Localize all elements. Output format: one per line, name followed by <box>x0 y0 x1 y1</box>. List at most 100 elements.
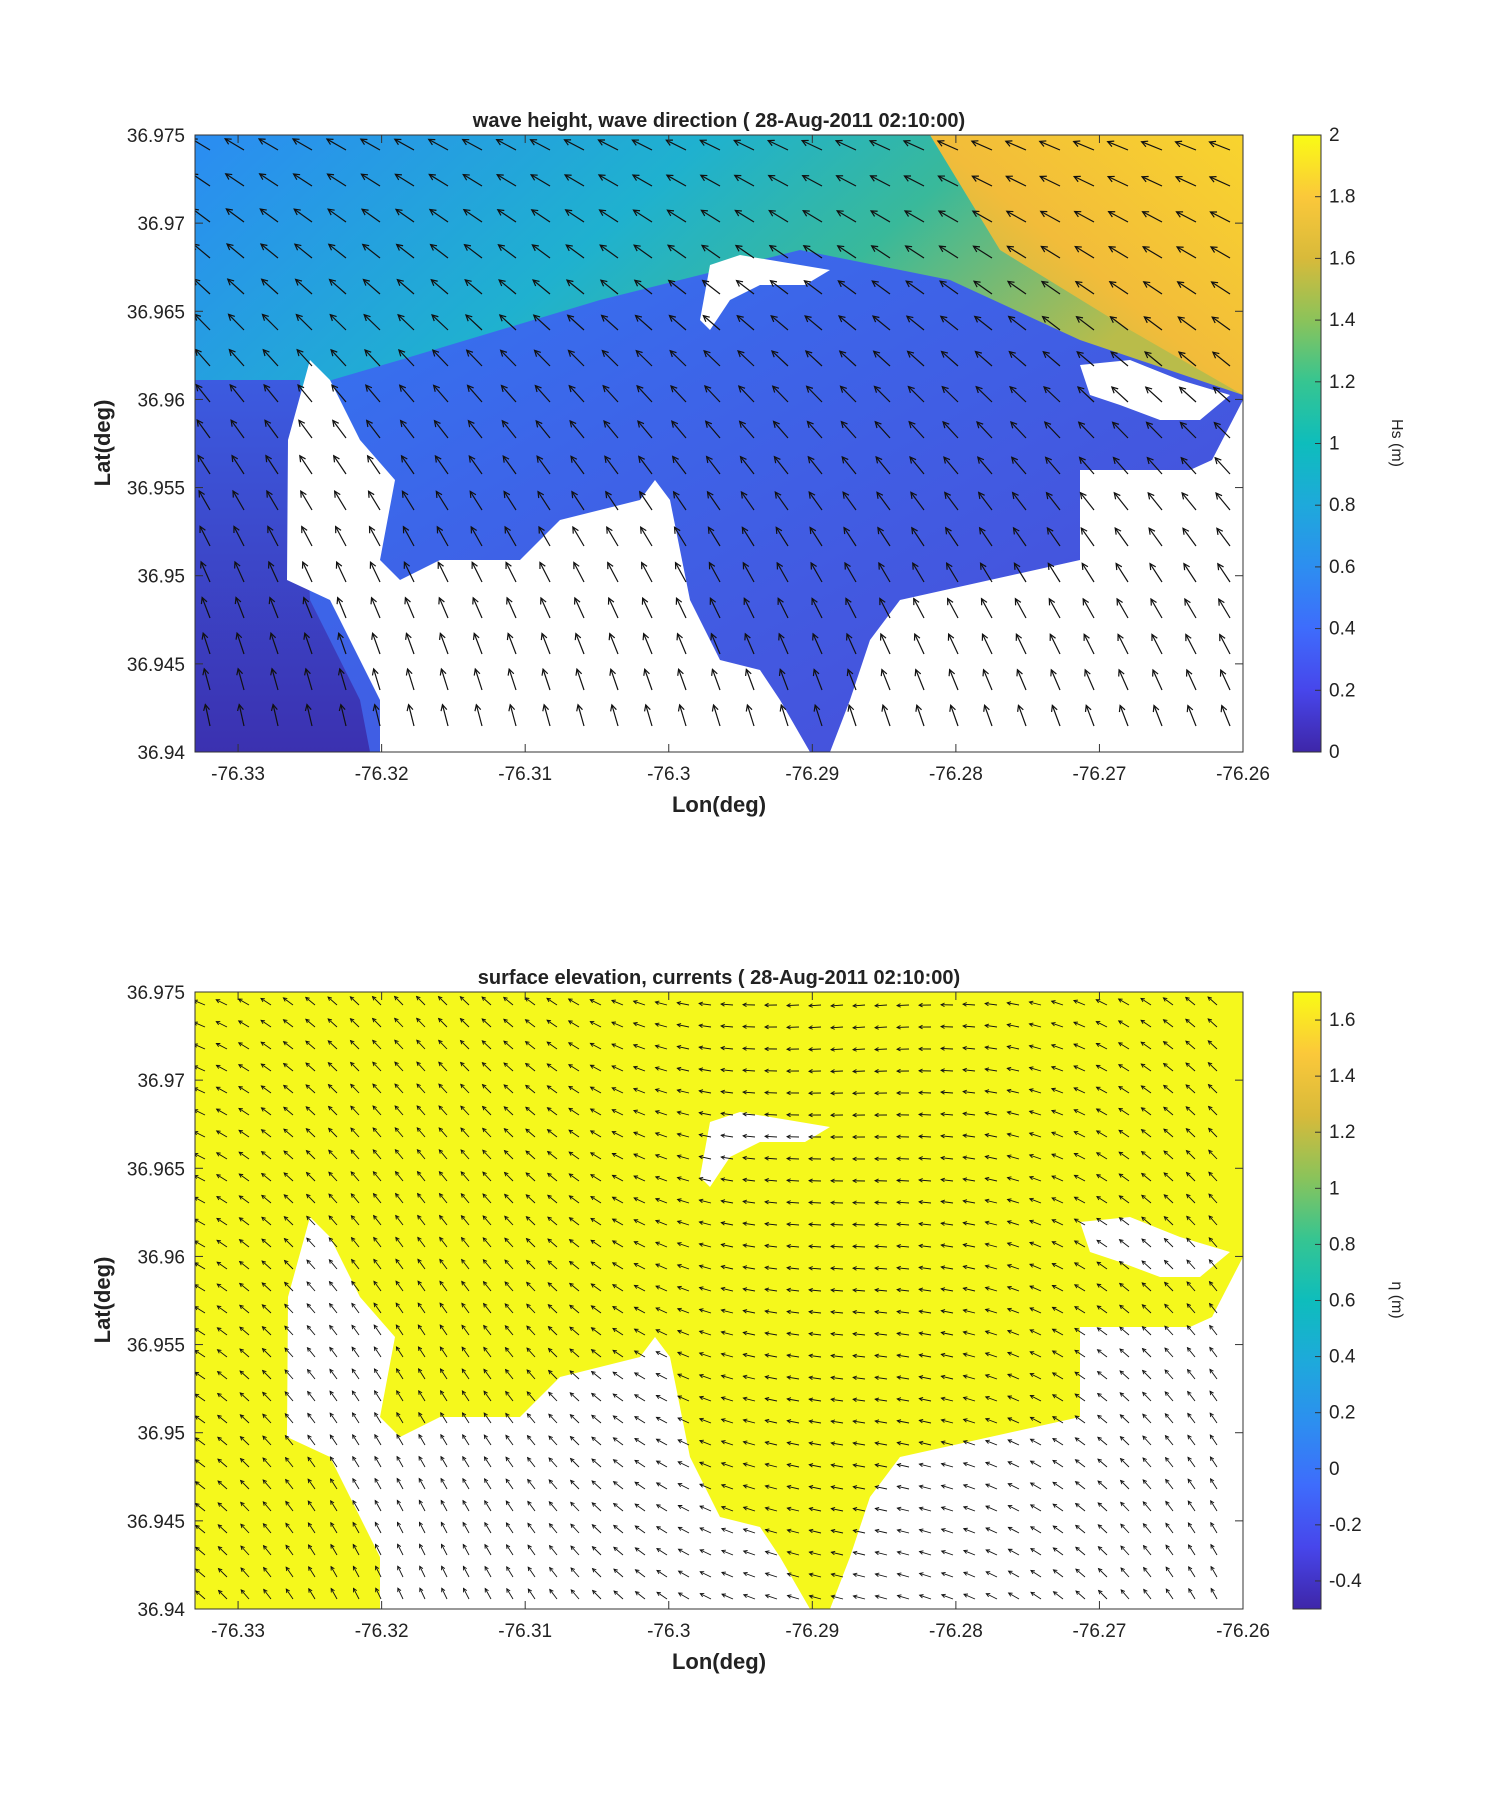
current-arrow <box>216 1261 228 1270</box>
current-arrow <box>526 1216 536 1226</box>
wave-arrow <box>1183 563 1197 583</box>
current-arrow <box>764 1113 778 1116</box>
current-arrow <box>897 1551 910 1556</box>
wave-arrow <box>667 244 687 259</box>
current-arrow <box>765 1551 778 1556</box>
current-arrow <box>1096 1130 1108 1138</box>
current-arrow-head <box>1028 1154 1034 1159</box>
current-arrow <box>1053 1569 1064 1578</box>
current-arrow-head <box>612 1502 618 1508</box>
wave-arrow <box>912 562 925 583</box>
current-arrow <box>549 1567 558 1578</box>
current-arrow <box>1051 1219 1064 1226</box>
current-arrow <box>373 1193 382 1204</box>
current-arrow-head <box>677 1439 683 1444</box>
current-arrow <box>216 1064 228 1072</box>
current-arrow <box>633 1066 646 1072</box>
current-arrow-head <box>1119 1392 1125 1397</box>
wave-arrow-head <box>402 525 410 534</box>
wave-arrow-head <box>293 243 302 251</box>
current-arrow-head <box>962 1483 968 1489</box>
current-arrow <box>327 1018 338 1028</box>
wave-arrow <box>978 492 993 511</box>
wave-arrow <box>673 491 687 511</box>
wave-arrow <box>1143 316 1163 331</box>
current-arrow <box>853 1420 866 1424</box>
current-arrow-head <box>462 1499 467 1505</box>
current-arrow-head <box>611 1152 617 1157</box>
current-arrow <box>216 999 228 1006</box>
current-arrow-head <box>852 1156 857 1162</box>
current-arrow-head <box>1006 1285 1012 1291</box>
wave-arrow <box>611 704 619 727</box>
current-arrow-head <box>634 1525 640 1530</box>
wave-arrow <box>843 527 857 547</box>
wave-arrow <box>1218 598 1231 619</box>
current-arrow-head <box>786 1528 792 1533</box>
current-arrow-head <box>852 1463 858 1468</box>
current-arrow-head <box>285 1566 290 1572</box>
current-arrow-head <box>438 1192 444 1198</box>
wave-arrow-head <box>677 668 684 676</box>
current-arrow <box>350 1193 360 1204</box>
current-arrow-head <box>720 1505 726 1511</box>
current-arrow <box>484 1566 492 1578</box>
current-arrow-head <box>962 1024 967 1029</box>
current-arrow-head <box>852 1047 857 1052</box>
current-arrow-head <box>612 1349 618 1355</box>
current-arrow <box>548 1326 558 1336</box>
current-arrow-head <box>984 1067 990 1072</box>
current-arrow-head <box>1188 1587 1193 1593</box>
current-arrow-head <box>896 1178 901 1183</box>
current-arrow <box>418 1346 426 1358</box>
current-arrow-head <box>764 1528 770 1533</box>
wave-arrow-head <box>665 174 674 182</box>
wave-arrow-head <box>1140 140 1149 148</box>
current-arrow <box>896 1201 910 1204</box>
current-arrow <box>655 1067 668 1072</box>
wave-arrow <box>938 210 959 223</box>
x-tick-label: -76.29 <box>785 1621 839 1642</box>
current-arrow-head <box>612 1415 618 1420</box>
wave-arrow <box>336 561 347 583</box>
current-arrow <box>195 1131 206 1138</box>
current-arrow-head <box>984 1111 990 1116</box>
current-arrow <box>570 1589 580 1600</box>
current-arrow <box>963 1397 976 1402</box>
current-arrow-head <box>482 1237 488 1242</box>
wave-arrow <box>1083 634 1095 655</box>
current-arrow <box>1075 1546 1086 1556</box>
wave-arrow <box>472 597 483 619</box>
wave-arrow <box>532 279 551 295</box>
current-arrow-head <box>504 1325 510 1330</box>
current-arrow-head <box>569 1304 574 1310</box>
wave-arrow-head <box>665 139 673 146</box>
wave-arrow-head <box>1110 386 1119 394</box>
current-arrow <box>1073 1043 1086 1050</box>
current-arrow-head <box>397 1543 402 1549</box>
wave-arrow <box>971 140 993 151</box>
current-arrow-head <box>505 1434 510 1440</box>
current-arrow <box>548 1370 558 1380</box>
wave-arrow-head <box>360 208 369 216</box>
current-arrow <box>875 1354 888 1358</box>
wave-arrow-head <box>1179 421 1187 429</box>
current-arrow <box>352 1456 360 1468</box>
current-arrow-head <box>830 1112 835 1118</box>
current-arrow-head <box>698 1417 704 1422</box>
current-arrow-head <box>1186 1325 1192 1330</box>
current-arrow <box>483 1434 492 1446</box>
current-arrow-head <box>742 1046 747 1051</box>
wave-arrow <box>474 668 483 691</box>
current-arrow <box>307 1522 316 1534</box>
current-arrow-head <box>984 1308 990 1313</box>
current-arrow <box>1142 1501 1152 1512</box>
current-arrow <box>482 1171 492 1182</box>
wave-arrow <box>331 384 347 403</box>
wave-arrow <box>302 561 313 583</box>
current-arrow-head <box>525 1281 531 1287</box>
current-arrow-head <box>830 1069 835 1074</box>
current-arrow <box>1008 1570 1020 1578</box>
current-arrow <box>699 1505 712 1512</box>
current-arrow <box>1210 1478 1218 1490</box>
